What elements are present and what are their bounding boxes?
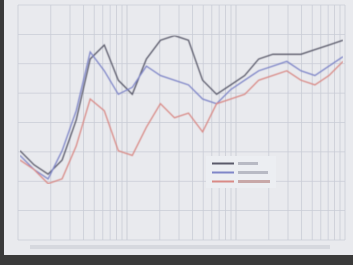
page: {"chart_data": {"type": "line", "series"…: [0, 0, 353, 265]
legend-text-blur: [238, 180, 270, 183]
chart: [0, 0, 353, 265]
legend-text-blur: [238, 162, 258, 165]
x-axis-label-blur: [30, 245, 330, 249]
plot-background: [4, 0, 353, 255]
legend: [206, 156, 276, 188]
legend-text-blur: [238, 171, 268, 174]
